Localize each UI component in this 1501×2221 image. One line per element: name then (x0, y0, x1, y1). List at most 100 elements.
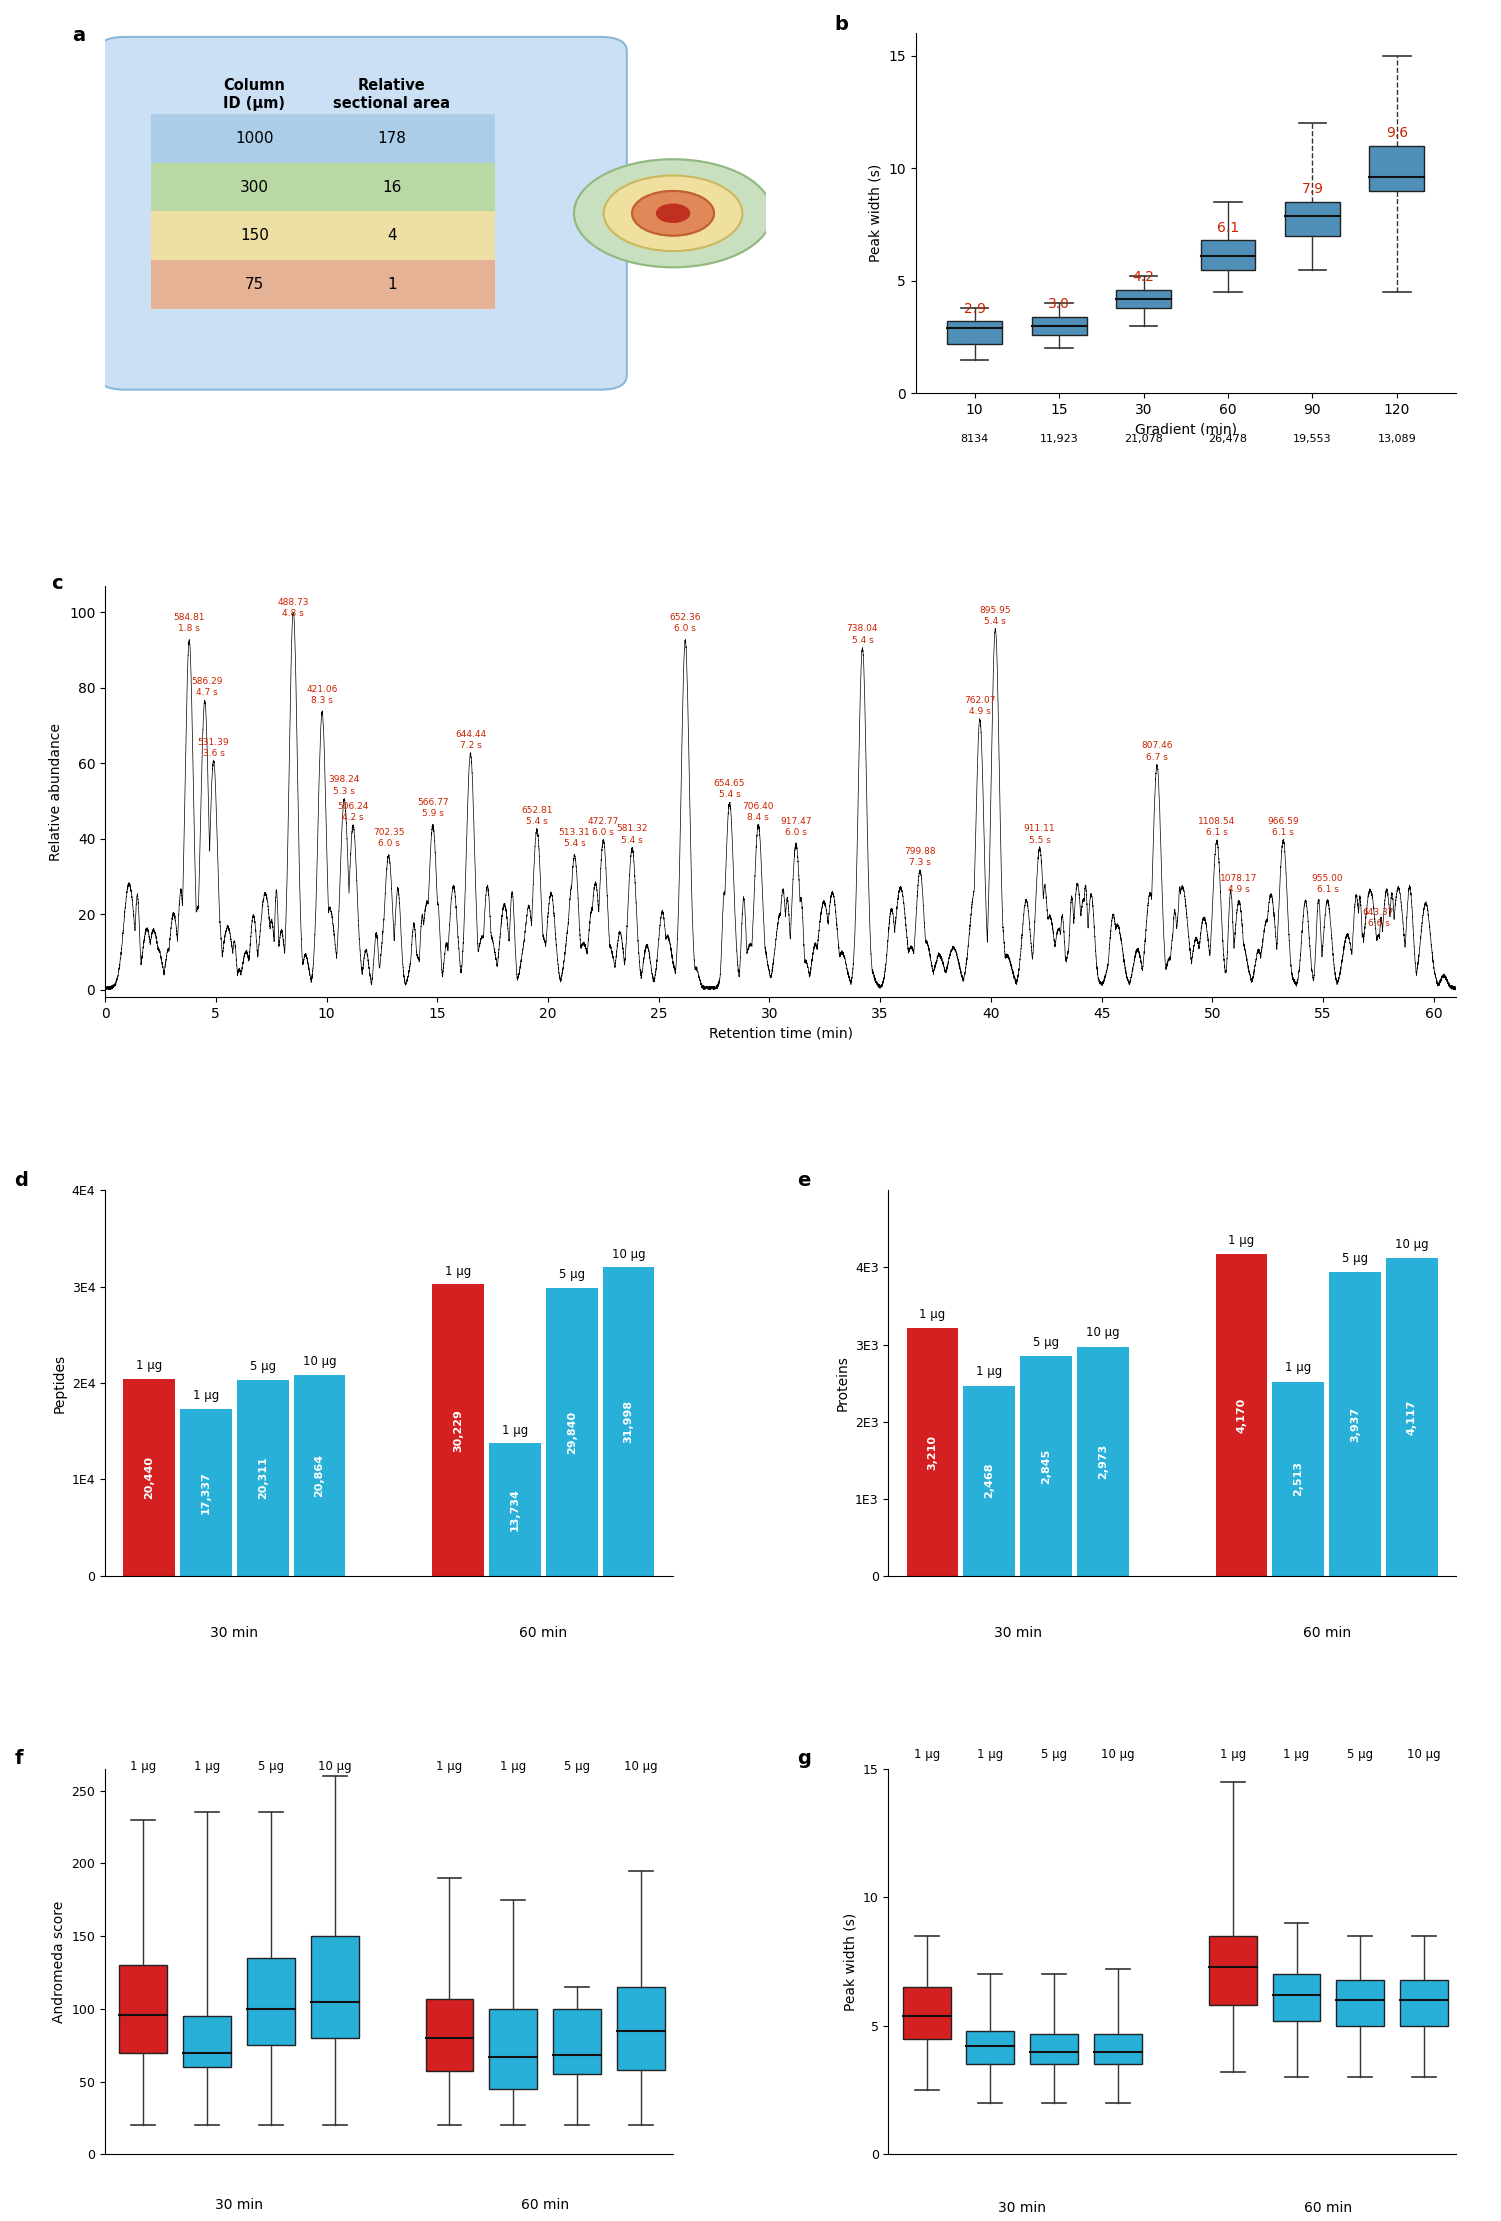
Text: 11,923: 11,923 (1040, 433, 1079, 444)
Bar (294, 1375, 345, 1577)
Text: 300: 300 (240, 180, 269, 195)
Bar (617, 1988, 665, 2070)
Text: 3,210: 3,210 (928, 1435, 938, 1470)
Bar (123, 1379, 176, 1577)
Text: a: a (72, 27, 86, 44)
Bar (947, 322, 1003, 344)
Text: 472.77
6.0 s: 472.77 6.0 s (588, 817, 618, 837)
Text: 5 μg: 5 μg (1342, 1250, 1367, 1264)
Bar (546, 1288, 597, 1577)
Bar (1208, 1937, 1256, 2006)
Text: 4: 4 (387, 229, 396, 244)
Text: 10 μg: 10 μg (1394, 1237, 1429, 1250)
Text: e: e (797, 1170, 811, 1190)
Y-axis label: Peak width (s): Peak width (s) (869, 164, 883, 262)
Bar (152, 260, 495, 309)
Text: 5 μg: 5 μg (258, 1759, 284, 1772)
Text: 10 μg: 10 μg (1087, 1326, 1120, 1339)
Bar (432, 1284, 485, 1577)
Text: Column
ID (μm): Column ID (μm) (224, 78, 285, 111)
Bar (1031, 318, 1087, 335)
Text: 506.24
4.2 s: 506.24 4.2 s (338, 802, 369, 822)
Text: 6.1: 6.1 (1217, 220, 1238, 235)
Text: 2.9: 2.9 (964, 302, 986, 315)
Text: 654.65
5.4 s: 654.65 5.4 s (714, 780, 746, 800)
Bar (152, 113, 495, 162)
Text: 762.07
4.9 s: 762.07 4.9 s (964, 695, 995, 717)
Text: 911.11
5.5 s: 911.11 5.5 s (1024, 824, 1055, 844)
Y-axis label: Peptides: Peptides (53, 1353, 66, 1413)
Text: 5 μg: 5 μg (1348, 1748, 1373, 1761)
Text: 1 μg: 1 μg (977, 1748, 1004, 1761)
Text: 9.6: 9.6 (1385, 127, 1408, 140)
X-axis label: Retention time (min): Retention time (min) (708, 1026, 853, 1042)
Bar (1201, 240, 1255, 269)
Text: 513.31
5.4 s: 513.31 5.4 s (558, 828, 590, 848)
Text: 1 μg: 1 μg (1285, 1361, 1312, 1375)
X-axis label: Gradient (min): Gradient (min) (1135, 422, 1237, 438)
Y-axis label: Relative abundance: Relative abundance (50, 722, 63, 862)
Bar (1400, 1979, 1448, 2026)
Text: 2,845: 2,845 (1042, 1448, 1051, 1484)
Text: 30 min: 30 min (210, 1626, 258, 1639)
Text: 488.73
4.8 s: 488.73 4.8 s (278, 597, 309, 617)
Text: 17,337: 17,337 (201, 1470, 212, 1515)
Text: Relative
sectional area: Relative sectional area (333, 78, 450, 111)
Text: 10 μg: 10 μg (624, 1759, 657, 1772)
Bar (603, 1268, 654, 1577)
Text: 20,440: 20,440 (144, 1457, 155, 1499)
Text: 584.81
1.8 s: 584.81 1.8 s (174, 613, 206, 633)
Text: 2,973: 2,973 (1097, 1444, 1108, 1479)
Bar (1369, 147, 1424, 191)
Text: 398.24
5.3 s: 398.24 5.3 s (329, 775, 360, 795)
Bar (964, 1386, 1015, 1577)
Text: 30 min: 30 min (215, 2199, 263, 2212)
Text: 10 μg: 10 μg (1102, 1748, 1135, 1761)
Text: 955.00
6.1 s: 955.00 6.1 s (1312, 873, 1343, 893)
Bar (237, 1379, 288, 1577)
Bar (907, 1328, 958, 1577)
Text: 29,840: 29,840 (567, 1410, 576, 1453)
Text: 1 μg: 1 μg (1228, 1233, 1255, 1246)
Text: 5 μg: 5 μg (1042, 1748, 1067, 1761)
Text: 3,937: 3,937 (1349, 1406, 1360, 1441)
Bar (489, 2008, 537, 2090)
Text: 4.2: 4.2 (1133, 271, 1154, 284)
Text: 644.44
7.2 s: 644.44 7.2 s (455, 731, 486, 751)
Text: 1 μg: 1 μg (137, 1359, 162, 1373)
Bar (552, 2008, 600, 2074)
Text: 1 μg: 1 μg (194, 1759, 221, 1772)
Text: 30,229: 30,229 (453, 1408, 464, 1453)
Text: 60 min: 60 min (521, 2199, 569, 2212)
Text: 706.40
8.4 s: 706.40 8.4 s (743, 802, 775, 822)
Text: 150: 150 (240, 229, 269, 244)
Text: 7.9: 7.9 (1301, 182, 1324, 195)
Bar (180, 1408, 231, 1577)
Text: 1 μg: 1 μg (500, 1759, 527, 1772)
Text: 21,078: 21,078 (1124, 433, 1163, 444)
Text: 531.39
3.6 s: 531.39 3.6 s (198, 737, 230, 757)
Bar (1030, 2034, 1078, 2063)
Text: 2,468: 2,468 (985, 1464, 994, 1499)
Text: 807.46
6.7 s: 807.46 6.7 s (1141, 742, 1172, 762)
Text: d: d (14, 1170, 29, 1190)
Bar (311, 1937, 359, 2039)
Text: 1 μg: 1 μg (1220, 1748, 1246, 1761)
Text: 60 min: 60 min (1304, 2201, 1352, 2214)
Text: 13,734: 13,734 (510, 1488, 519, 1530)
Text: 30 min: 30 min (998, 2201, 1046, 2214)
Text: 1108.54
6.1 s: 1108.54 6.1 s (1198, 817, 1235, 837)
Bar (152, 162, 495, 211)
Bar (183, 2017, 231, 2068)
Text: 10 μg: 10 μg (612, 1248, 645, 1262)
Text: 2,513: 2,513 (1294, 1461, 1303, 1497)
Text: 581.32
5.4 s: 581.32 5.4 s (617, 824, 648, 844)
Text: 10 μg: 10 μg (1408, 1748, 1441, 1761)
Text: 652.81
5.4 s: 652.81 5.4 s (521, 806, 552, 826)
Bar (902, 1988, 950, 2039)
Text: b: b (835, 16, 848, 33)
Bar (1076, 1346, 1129, 1577)
Y-axis label: Peak width (s): Peak width (s) (844, 1912, 857, 2010)
Bar (1385, 1259, 1438, 1577)
Text: 738.04
5.4 s: 738.04 5.4 s (847, 624, 878, 644)
